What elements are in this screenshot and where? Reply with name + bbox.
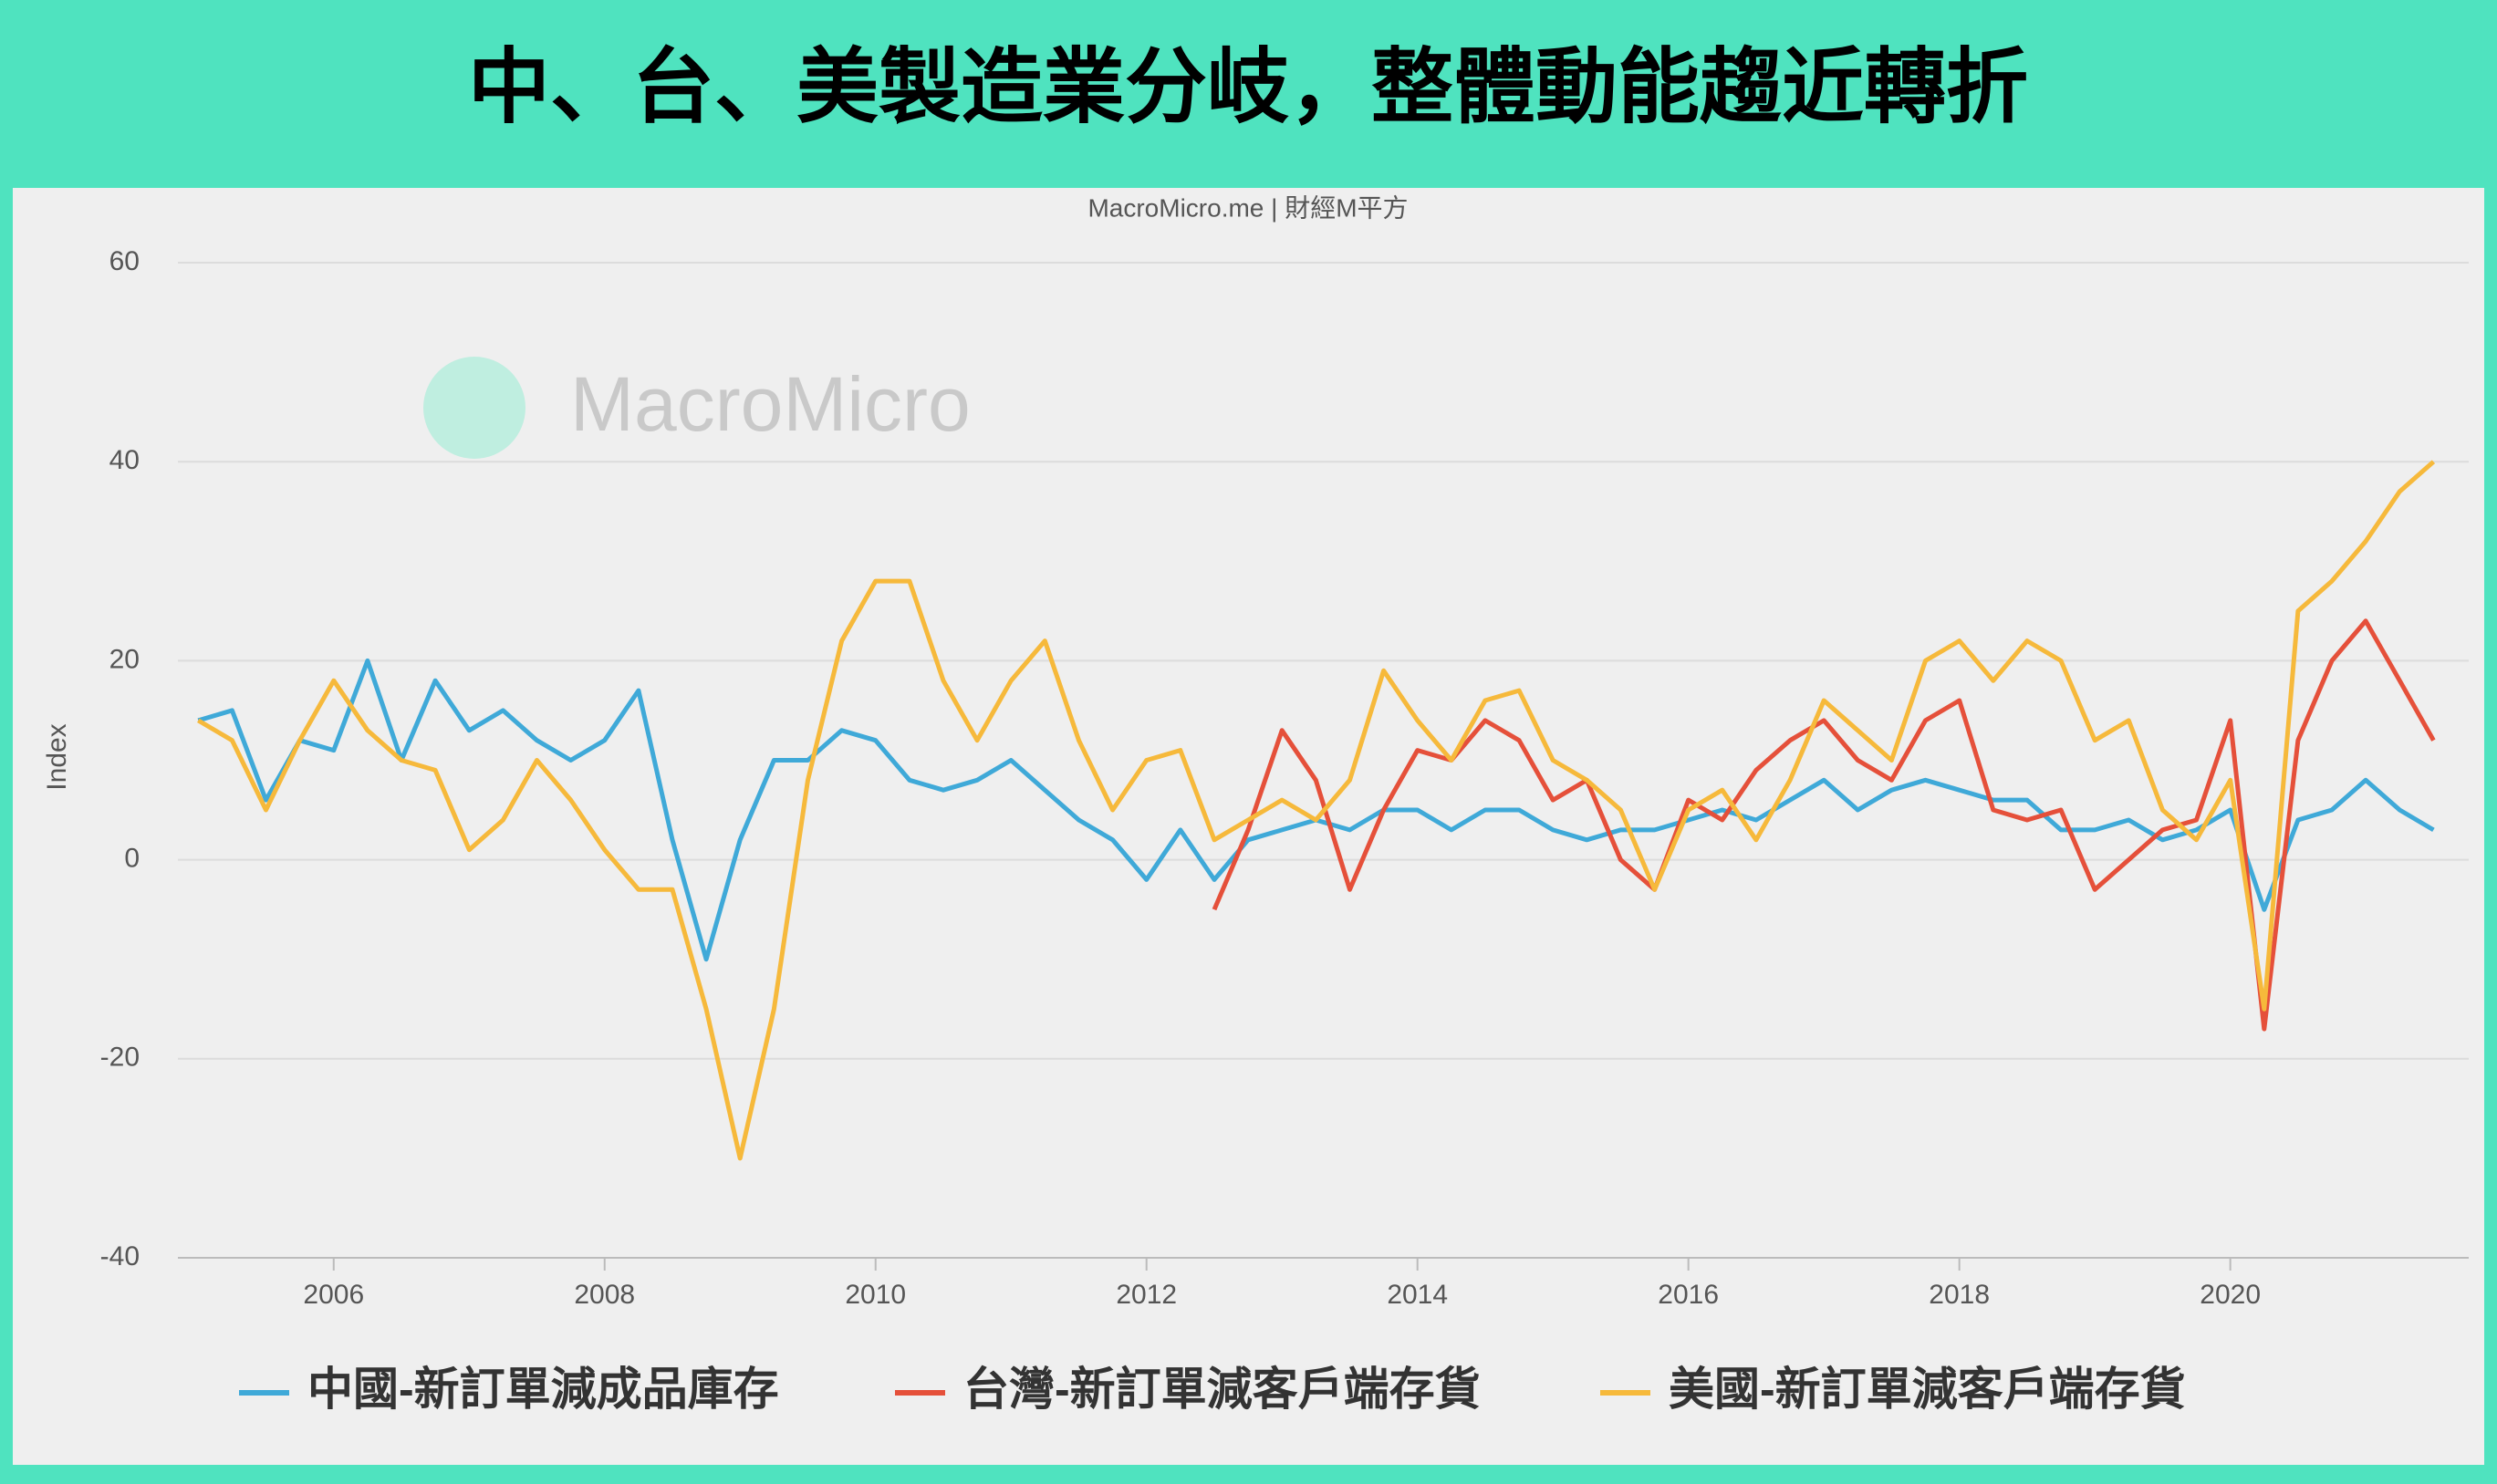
x-tick-label: 2018 — [1929, 1280, 1990, 1310]
y-tick-label: 20 — [109, 644, 140, 674]
legend-label: 中國-新訂單減成品庫存 — [307, 1364, 779, 1415]
series-line — [197, 460, 2436, 1161]
y-tick-label: -20 — [100, 1043, 140, 1073]
y-tick-label: 40 — [109, 445, 140, 475]
x-tick-label: 2020 — [2200, 1280, 2261, 1310]
legend-label: 美國-新訂單減客戶端存貨 — [1669, 1364, 2186, 1415]
y-tick-label: 0 — [124, 844, 140, 874]
x-tick-label: 2010 — [845, 1280, 906, 1310]
logo — [423, 357, 525, 459]
y-tick-label: -40 — [100, 1241, 140, 1271]
watermark: MacroMicro — [570, 361, 971, 447]
series-line — [1212, 618, 2436, 1032]
y-axis-label: Index — [42, 723, 72, 790]
legend-label: 台灣-新訂單減客戶端存貨 — [963, 1364, 1481, 1415]
subtitle: MacroMicro.me | 財經M平方 — [1087, 193, 1408, 222]
x-tick-label: 2012 — [1116, 1280, 1177, 1310]
x-tick-label: 2008 — [574, 1280, 635, 1310]
x-tick-label: 2016 — [1658, 1280, 1719, 1310]
x-tick-label: 2014 — [1387, 1280, 1448, 1310]
x-tick-label: 2006 — [303, 1280, 364, 1310]
chart-title: 中、台、美製造業分岐，整體動能趨近轉折 — [468, 42, 2028, 133]
y-tick-label: 60 — [109, 246, 140, 276]
